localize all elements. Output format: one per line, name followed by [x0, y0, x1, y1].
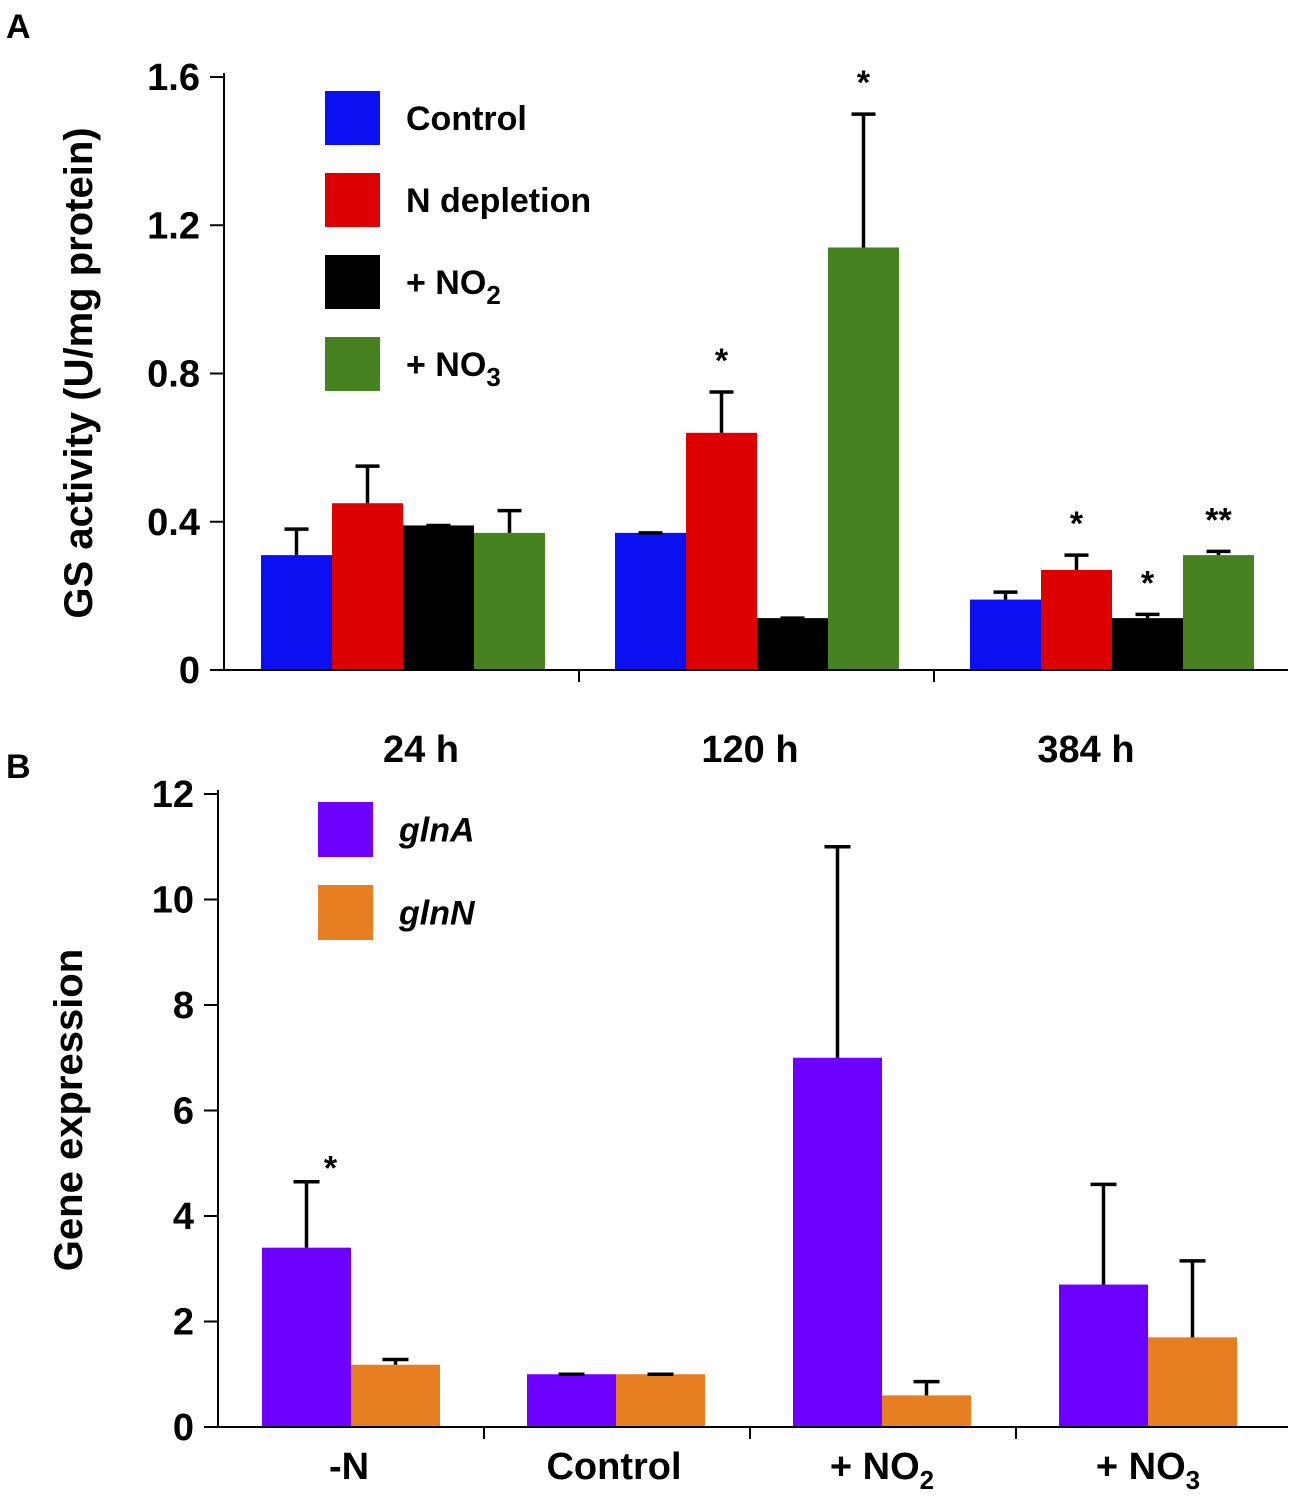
bar--no2-1: [757, 618, 828, 670]
legend-swatch: [318, 885, 373, 940]
bar-control-0: [261, 555, 332, 670]
legend-swatch: [318, 802, 373, 857]
significance-star: *: [324, 1150, 338, 1188]
significance-star: *: [1070, 505, 1084, 543]
y-tick-label: 0.4: [147, 502, 200, 544]
x-category-label: 120 h: [701, 729, 798, 771]
chart-b-plot: * 0 2 4 6 8 10 12 -N Control + NO2 + NO3 Gene expres…: [47, 774, 1288, 1495]
x-category-label: 384 h: [1037, 729, 1134, 771]
legend-swatch: [325, 337, 380, 391]
significance-star: *: [1141, 564, 1155, 602]
legend-swatch: [325, 173, 380, 227]
bar-glnn-0: [351, 1364, 440, 1427]
legend-label: glnA: [398, 812, 475, 850]
bar-glna-0: [262, 1247, 351, 1427]
bar-control-1: [615, 532, 686, 670]
chart-a-plot: ******00.40.81.21.624 h 120 h 384 hGS acti…: [57, 57, 1288, 771]
y-tick-label: 6: [173, 1091, 194, 1133]
x-category-label: + NO3: [1096, 1446, 1200, 1495]
significance-star: *: [715, 342, 729, 380]
y-tick-label: 0.8: [147, 354, 200, 396]
bar--no3-1: [828, 247, 899, 671]
legend-label: glnN: [398, 895, 476, 933]
x-category-label: + NO2: [830, 1446, 934, 1495]
legend-label: + NO2: [406, 264, 501, 310]
panel-a-letter: A: [6, 8, 31, 46]
bar-control-2: [970, 599, 1041, 670]
significance-star: *: [857, 64, 871, 102]
bar-n-depletion-0: [332, 503, 403, 670]
bar--no3-2: [1183, 555, 1254, 670]
y-axis-title: Gene expression: [47, 949, 91, 1271]
bar--no2-2: [1112, 618, 1183, 670]
significance-star: **: [1205, 501, 1232, 539]
y-tick-label: 0: [173, 1407, 194, 1449]
bar-glna-2: [793, 1057, 882, 1427]
y-tick-label: 8: [173, 985, 194, 1027]
y-tick-label: 0: [179, 650, 200, 692]
y-tick-label: 2: [173, 1302, 194, 1344]
bar-n-depletion-1: [686, 432, 757, 670]
bar--no3-0: [474, 532, 545, 670]
y-tick-label: 10: [152, 880, 194, 922]
x-category-label: 24 h: [383, 729, 459, 771]
bar-glna-3: [1059, 1284, 1148, 1427]
bar-glna-1: [527, 1374, 616, 1427]
bar-glnn-3: [1148, 1337, 1237, 1427]
legend-swatch: [325, 255, 380, 309]
panel-b-letter: B: [6, 748, 31, 786]
legend-label: Control: [406, 100, 527, 138]
legend-swatch: [325, 91, 380, 145]
legend-label: + NO3: [406, 346, 501, 392]
bar--no2-0: [403, 525, 474, 670]
y-tick-label: 1.6: [147, 57, 200, 99]
bar-glnn-1: [616, 1374, 705, 1427]
y-axis-title: GS activity (U/mg protein): [57, 127, 101, 618]
x-category-label: -N: [329, 1446, 369, 1488]
y-tick-label: 1.2: [147, 205, 200, 247]
legend-label: N depletion: [406, 182, 591, 220]
bar-n-depletion-2: [1041, 569, 1112, 670]
bar-glnn-2: [882, 1395, 971, 1427]
y-tick-label: 12: [152, 774, 194, 816]
x-category-label: Control: [546, 1446, 681, 1488]
y-tick-label: 4: [173, 1196, 194, 1238]
